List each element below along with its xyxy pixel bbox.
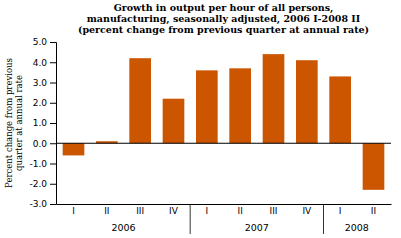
x-tick-label: I (339, 206, 342, 216)
year-groups: 2006 2007 2008 (111, 204, 369, 234)
bars (63, 54, 385, 190)
x-tick-label: IV (302, 206, 312, 216)
x-tick-label: IV (169, 206, 179, 216)
x-tick-label: II (371, 206, 376, 216)
y-tick-mark (50, 123, 56, 124)
zero-line (56, 143, 391, 144)
bar (163, 99, 185, 144)
y-tick-label: 2.0 (33, 98, 48, 108)
x-tick: IV (169, 206, 179, 216)
y-tick-label: -2.0 (29, 179, 47, 189)
y-tick-mark (50, 42, 56, 43)
x-tick: II (104, 206, 109, 216)
x-tick: I (339, 206, 342, 216)
bar (296, 60, 318, 143)
y-tick-label: 1.0 (33, 118, 48, 128)
title: Growth in output per hour of all persons… (78, 2, 369, 35)
x-tick: II (238, 206, 243, 216)
x-tick-label: III (136, 206, 144, 216)
y-tick: -1.0 (29, 159, 56, 169)
x-tick-label: I (72, 206, 75, 216)
y-tick: 1.0 (33, 118, 56, 128)
y-tick-label: -3.0 (29, 199, 47, 209)
bar (196, 70, 218, 143)
bar (329, 76, 351, 143)
y-tick: 0.0 (33, 139, 56, 149)
y-tick-mark (50, 204, 56, 205)
x-tick-label: III (270, 206, 278, 216)
x-tick: I (72, 206, 75, 216)
x-tick: III (136, 206, 144, 216)
y-tick-mark (50, 62, 56, 63)
x-tick: I (206, 206, 209, 216)
y-tick: 3.0 (33, 78, 56, 88)
chart: -3.0-2.0-1.00.01.02.03.04.05.0IIIIIIIVII… (0, 0, 401, 238)
y-tick-label: -1.0 (29, 159, 47, 169)
y-tick-mark (50, 83, 56, 84)
y-tick-mark (50, 103, 56, 104)
y-tick: 4.0 (33, 58, 56, 68)
y-axis-title: Percent change from previousquarter at a… (4, 58, 24, 188)
x-axis-line (57, 204, 392, 205)
y-tick: -2.0 (29, 179, 56, 189)
y-tick-mark (50, 164, 56, 165)
plot: -3.0-2.0-1.00.01.02.03.04.05.0IIIIIIIVII… (29, 37, 391, 234)
x-tick-label: II (238, 206, 243, 216)
group-separator (190, 204, 191, 234)
y-axis: -3.0 -2.0 -1.0 0.0 1.0 2.0 3.0 4.0 5.0 (29, 37, 56, 209)
bar (63, 143, 85, 155)
y-tick-label: 5.0 (33, 37, 48, 47)
bar (363, 143, 385, 190)
year-label: 2008 (345, 222, 369, 233)
x-axis: IIIIIIIVIIIIIIIVIII (57, 205, 392, 217)
y-tick-label: 0.0 (33, 139, 48, 149)
y-tick: -3.0 (29, 199, 56, 209)
year-label: 2006 (111, 222, 135, 233)
y-tick: 2.0 (33, 98, 56, 108)
bar (263, 54, 285, 143)
y-tick-mark (50, 143, 56, 144)
group-separator (323, 204, 324, 234)
y-axis-title-line: quarter at annual rate (14, 75, 24, 171)
y-tick-mark (50, 184, 56, 185)
y-tick-label: 3.0 (33, 78, 48, 88)
y-tick: 5.0 (33, 37, 56, 47)
x-tick-label: II (104, 206, 109, 216)
y-axis-line (50, 43, 57, 205)
y-axis-title-line: Percent change from previous (4, 58, 14, 188)
title-line: (percent change from previous quarter at… (78, 24, 369, 35)
y-tick-label: 4.0 (33, 58, 48, 68)
x-tick: III (270, 206, 278, 216)
bar (129, 58, 151, 143)
bar (229, 68, 251, 143)
x-tick-label: I (206, 206, 209, 216)
x-tick: II (371, 206, 376, 216)
x-tick: IV (302, 206, 312, 216)
year-label: 2007 (245, 222, 269, 233)
